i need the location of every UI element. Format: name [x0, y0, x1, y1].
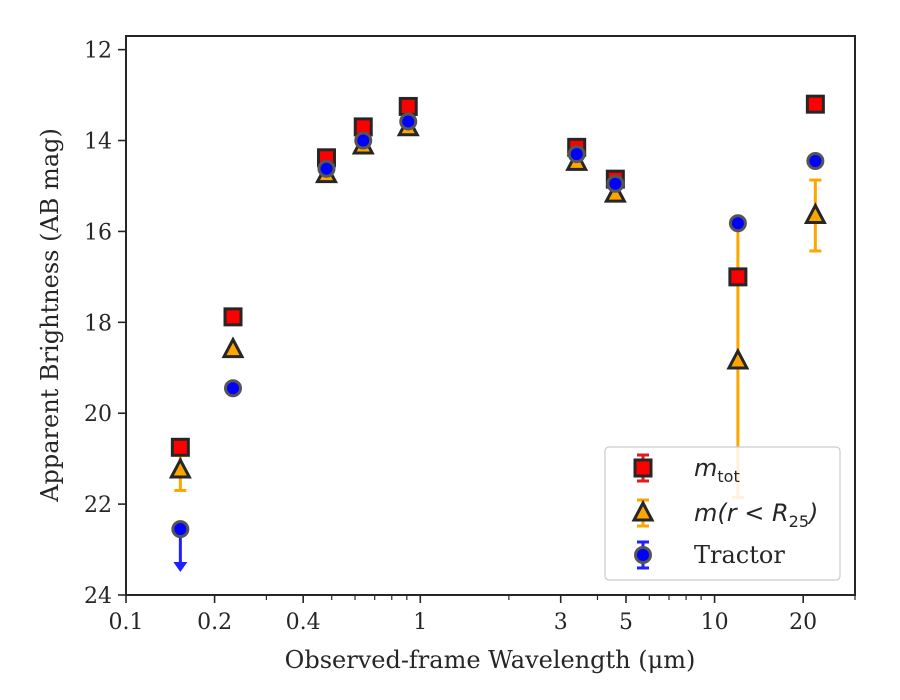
point-s0-p8	[805, 94, 825, 114]
y-axis-label: Apparent Brightness (AB mag)	[36, 128, 64, 503]
y-tick-label-6: 24	[84, 584, 112, 609]
point-s2-p0	[171, 520, 190, 539]
point-s2-p6	[606, 174, 625, 193]
point-s2-p4	[399, 112, 418, 131]
y-tick-label-0: 12	[84, 39, 112, 64]
point-s1-p8	[803, 202, 827, 225]
y-tick-label-3: 18	[84, 311, 112, 336]
legend-label-1: m(r < R25)	[694, 499, 818, 531]
point-s2-p7	[728, 214, 747, 233]
point-s2-p5	[567, 145, 586, 164]
x-tick-label-0: 0.1	[109, 610, 144, 635]
point-s1-p1	[221, 336, 245, 359]
legend-marker-2	[634, 546, 652, 564]
point-s0-p1	[223, 307, 243, 327]
point-s2-p1	[224, 379, 243, 398]
y-tick-label-1: 14	[84, 130, 112, 155]
ticks: 0.1 0.2 0.4 1 3 5 10 20 12 14 16 18 20 22 24	[84, 39, 817, 635]
legend-marker-1	[631, 499, 655, 522]
y-tick-label-5: 22	[84, 493, 112, 518]
point-s1-p0	[168, 456, 192, 479]
x-tick-label-4: 3	[554, 610, 568, 635]
x-tick-label-3: 1	[413, 610, 427, 635]
point-s2-p8	[806, 151, 825, 170]
plot-frame	[125, 35, 856, 596]
y-tick-label-2: 16	[84, 220, 112, 245]
y-tick-label-4: 20	[84, 402, 112, 427]
point-s2-p2	[317, 159, 336, 178]
legend-marker-0	[633, 458, 653, 478]
x-tick-label-2: 0.4	[286, 610, 321, 635]
upper-limit-arrow-s2-p0	[173, 562, 188, 573]
point-s0-p0	[170, 437, 190, 457]
legend-label-2: Tractor	[694, 541, 785, 569]
x-axis-label: Observed-frame Wavelength (μm)	[285, 646, 696, 674]
x-tick-label-5: 5	[619, 610, 633, 635]
markers	[168, 94, 827, 539]
x-tick-label-1: 0.2	[197, 610, 232, 635]
legend-box	[604, 446, 841, 581]
x-tick-label-7: 20	[789, 610, 817, 635]
point-s0-p4	[398, 96, 418, 116]
point-s0-p7	[728, 267, 748, 287]
point-s1-p7	[726, 347, 750, 370]
point-s2-p3	[354, 131, 373, 150]
legend: mtot m(r < R25) Tractor	[604, 446, 841, 581]
x-tick-label-6: 10	[701, 610, 729, 635]
legend-label-0: mtot	[694, 454, 740, 486]
